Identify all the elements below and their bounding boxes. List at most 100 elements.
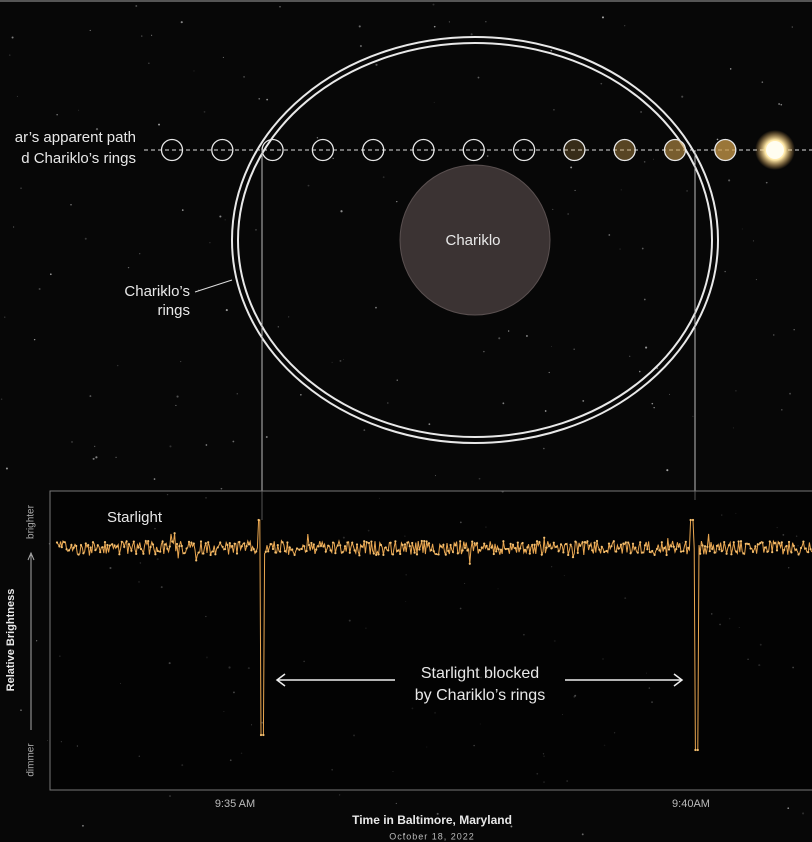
light-curve-point [799,546,803,550]
light-curve-point [166,547,169,550]
background-star [787,807,790,809]
background-star [316,137,319,139]
light-curve-point [264,550,267,553]
light-curve-point [55,541,59,544]
background-star [84,237,87,240]
background-star [582,400,585,402]
light-curve-point [427,542,431,545]
background-star [732,427,735,429]
background-star [175,404,177,406]
light-curve-point [660,541,663,544]
light-curve-point [569,543,572,546]
light-curve-point [190,541,193,544]
light-curve-point [780,541,783,544]
background-star [116,364,119,367]
background-star [543,447,545,450]
x-tick-label: 9:35 AM [215,798,255,810]
light-curve-point [689,518,692,522]
background-star [151,34,153,36]
light-curve-point [132,540,135,543]
light-curve-point [334,552,337,555]
light-curve-point [322,545,325,548]
light-curve-point [312,543,315,546]
background-star [95,456,98,459]
background-star [570,166,573,169]
background-star [203,111,206,113]
light-curve-point [142,552,145,555]
light-curve-point [168,545,171,548]
background-star [552,208,554,210]
light-curve-point [87,544,90,547]
background-star [339,359,342,362]
light-curve-point [75,544,78,548]
background-star [279,5,281,8]
light-curve-point [725,552,728,555]
background-star [772,334,775,336]
light-curve-point [672,545,675,548]
background-star [624,25,626,27]
light-curve-point [197,551,200,554]
background-star [89,395,92,397]
light-curve-point [559,543,563,546]
light-curve-point [483,542,486,545]
light-curve-point [730,553,733,556]
light-curve-point [317,545,320,548]
background-star [478,477,481,480]
light-curve-point [180,544,183,548]
light-curve-point [123,545,126,548]
background-star [780,103,783,106]
background-star [236,393,238,395]
light-curve-point [403,543,407,546]
background-star [620,189,622,191]
background-star [375,63,378,66]
light-curve-point [766,550,769,553]
light-curve-point [771,551,774,554]
light-curve-point [792,544,795,547]
light-curve-point [444,553,447,556]
light-curve-point [319,544,323,548]
light-curve-point [461,549,464,552]
light-curve-point [677,545,680,548]
light-curve-point [643,544,647,547]
light-curve-point [377,553,380,556]
light-curve-point [495,550,498,553]
light-curve-point [252,548,255,551]
background-star [153,478,156,480]
y-axis-high: brighter [26,504,37,539]
path-label: d Chariklo’s rings [21,150,136,167]
light-curve-point [195,559,198,562]
star-positions [160,138,737,162]
background-star [510,825,513,828]
background-star [666,469,669,472]
light-curve-point [579,544,582,547]
background-star [778,103,780,105]
light-curve-point [259,733,263,737]
light-curve-point [775,549,779,552]
light-curve-point [687,546,690,549]
light-curve-point [408,544,411,548]
light-curve-point [418,548,421,551]
light-curve-point [231,544,234,548]
background-star [434,475,436,477]
light-curve-point [807,550,810,554]
light-curve-point [708,550,711,553]
background-star [645,346,648,349]
light-curve-point [226,543,229,547]
light-curve-point [111,543,114,546]
light-curve-point [715,544,719,547]
light-curve-point [137,546,140,549]
background-star [638,370,641,373]
light-curve-point [473,542,476,545]
light-curve-point [209,553,212,557]
light-curve-point [94,548,97,552]
light-curve-point [108,544,111,547]
annotation-arrowhead [673,673,684,687]
light-curve-point [211,550,215,553]
light-curve-point [384,546,387,549]
light-curve-point [442,543,445,546]
background-star [498,337,501,340]
background-star [232,440,235,443]
light-curve-point [742,552,745,555]
light-curve-point [502,540,505,543]
light-curve-point [538,541,541,544]
